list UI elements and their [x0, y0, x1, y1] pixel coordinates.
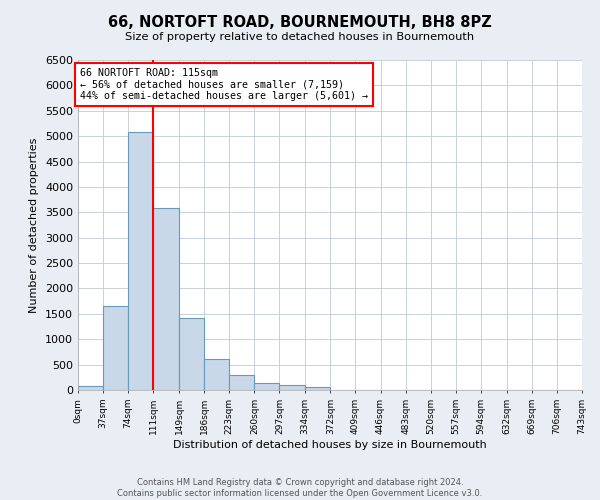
- Text: 66 NORTOFT ROAD: 115sqm
← 56% of detached houses are smaller (7,159)
44% of semi: 66 NORTOFT ROAD: 115sqm ← 56% of detache…: [80, 68, 368, 101]
- Bar: [179, 318, 204, 390]
- Bar: [280, 385, 305, 390]
- Bar: [305, 387, 331, 390]
- Bar: [153, 208, 179, 390]
- Text: 66, NORTOFT ROAD, BOURNEMOUTH, BH8 8PZ: 66, NORTOFT ROAD, BOURNEMOUTH, BH8 8PZ: [108, 15, 492, 30]
- Text: Contains HM Land Registry data © Crown copyright and database right 2024.
Contai: Contains HM Land Registry data © Crown c…: [118, 478, 482, 498]
- Bar: [229, 375, 254, 390]
- X-axis label: Distribution of detached houses by size in Bournemouth: Distribution of detached houses by size …: [173, 440, 487, 450]
- Bar: [204, 359, 229, 390]
- Bar: [78, 386, 103, 390]
- Bar: [128, 132, 153, 390]
- Bar: [254, 383, 280, 390]
- Text: Size of property relative to detached houses in Bournemouth: Size of property relative to detached ho…: [125, 32, 475, 42]
- Bar: [103, 306, 128, 390]
- Y-axis label: Number of detached properties: Number of detached properties: [29, 138, 40, 312]
